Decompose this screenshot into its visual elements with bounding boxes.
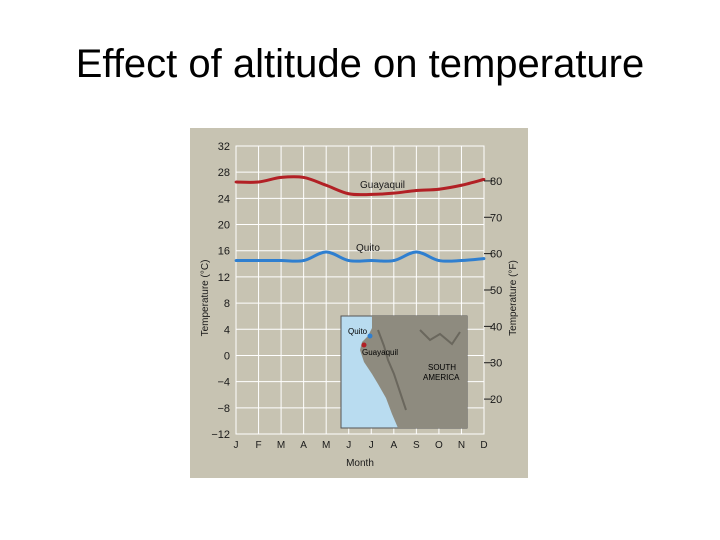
y-tick-label-left: 4 (224, 324, 230, 336)
y-tick-label-right: 80 (490, 176, 502, 188)
y-tick-label-right: 70 (490, 212, 502, 224)
y-tick-label-left: 12 (218, 272, 230, 284)
x-tick-label: A (390, 440, 397, 451)
y-tick-label-left: 28 (218, 167, 230, 179)
data-point-quito (347, 259, 351, 262)
data-point-quito (279, 259, 283, 262)
inset-land (360, 316, 467, 428)
x-tick-label: F (255, 440, 261, 451)
data-point-guayaquil (392, 191, 396, 195)
y-tick-label-right: 60 (490, 249, 502, 261)
y-tick-label-left: 16 (218, 246, 230, 258)
guayaquil-marker (361, 342, 367, 348)
x-tick-label: M (322, 440, 330, 451)
y-tick-label-left: 24 (218, 193, 230, 205)
x-tick-label: S (413, 440, 420, 451)
data-point-guayaquil (234, 180, 238, 184)
series-label-quito: Quito (356, 243, 380, 254)
y-tick-label-left: 20 (218, 220, 230, 232)
inset-label-america: AMERICA (423, 373, 460, 382)
data-point-quito (437, 259, 441, 262)
y-tick-label-left: 32 (218, 141, 230, 153)
y-axis-label-right: Temperature (°F) (508, 260, 519, 336)
data-point-guayaquil (460, 183, 463, 187)
inset-label-south: SOUTH (428, 363, 456, 372)
x-axis-label: Month (346, 458, 374, 469)
y-axis-label-left: Temperature (°C) (200, 260, 211, 337)
data-point-quito (324, 250, 328, 254)
y-tick-label-left: −12 (211, 429, 230, 441)
data-point-quito (460, 259, 463, 262)
x-tick-label: O (435, 440, 443, 451)
data-point-guayaquil (414, 189, 418, 192)
data-point-guayaquil (369, 193, 373, 196)
inset-map: Quito Guayaquil SOUTH AMERICA (340, 315, 468, 429)
data-point-guayaquil (347, 192, 351, 196)
data-point-quito (369, 259, 373, 262)
y-axis-left-ticks: 32 28 24 20 16 12 8 4 0 −4 −8 −12 (211, 141, 230, 441)
y-tick-label-left: 0 (224, 350, 230, 362)
data-point-quito (302, 259, 306, 262)
series-line-quito (236, 250, 485, 263)
y-tick-label-right: 40 (490, 321, 502, 333)
data-point-guayaquil (437, 187, 441, 191)
data-point-quito (234, 259, 238, 262)
series-label-guayaquil: Guayaquil (360, 180, 405, 191)
x-tick-label: D (480, 440, 487, 451)
y-tick-label-right: 20 (490, 394, 502, 406)
grid-lines (235, 145, 485, 435)
data-point-quito (392, 259, 396, 262)
x-tick-label: J (346, 440, 351, 451)
y-tick-label-left: 8 (224, 298, 230, 310)
series-line-guayaquil (235, 175, 485, 197)
data-point-guayaquil (257, 180, 260, 184)
data-point-quito (257, 259, 260, 262)
inset-label-guayaquil: Guayaquil (362, 348, 398, 357)
data-point-guayaquil (324, 183, 328, 187)
data-point-guayaquil (302, 176, 306, 179)
x-tick-label: N (458, 440, 465, 451)
data-point-guayaquil (482, 177, 486, 181)
x-tick-label: M (277, 440, 285, 451)
data-point-quito (482, 257, 486, 260)
x-tick-label: J (234, 440, 239, 451)
y-axis-right-ticks: 80 70 60 50 40 30 20 (484, 176, 502, 406)
slide-title: Effect of altitude on temperature (75, 42, 645, 86)
inset-label-quito: Quito (348, 327, 368, 336)
y-tick-label-right: 30 (490, 358, 502, 370)
y-tick-label-left: −8 (217, 403, 230, 415)
x-tick-label: A (300, 440, 307, 451)
data-point-quito (414, 250, 418, 254)
y-tick-label-right: 50 (490, 285, 502, 297)
data-point-guayaquil (279, 176, 283, 179)
inset-land-relief (377, 329, 461, 411)
x-tick-label: J (369, 440, 374, 451)
quito-marker (367, 333, 373, 339)
y-tick-label-left: −4 (217, 377, 230, 389)
